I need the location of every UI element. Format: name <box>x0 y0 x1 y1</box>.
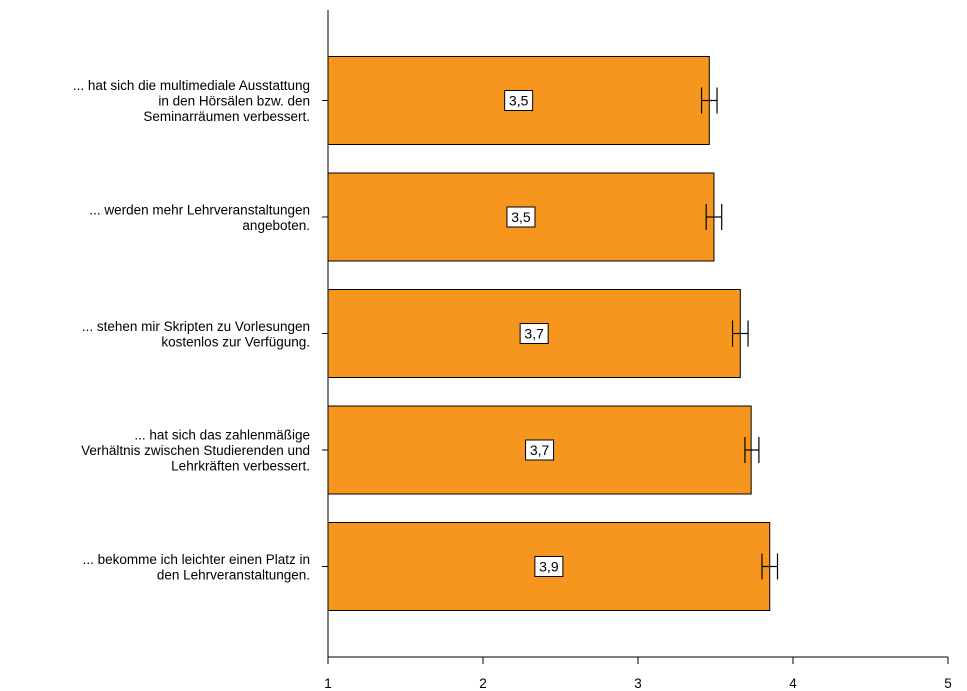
svg-text:3,9: 3,9 <box>539 559 559 575</box>
svg-text:3,7: 3,7 <box>524 326 544 342</box>
bar-group-3: 3,7 <box>327 289 749 378</box>
bar-group-5: 3,9 <box>327 522 779 611</box>
error-bar-2 <box>705 204 723 230</box>
value-label-2: 3,5 <box>506 206 536 228</box>
ticks-layer: 1 2 3 4 5 <box>322 100 952 691</box>
svg-text:3,5: 3,5 <box>511 209 531 225</box>
bars-layer: 3,5 3,5 3,7 3,7 3,9 <box>327 56 779 611</box>
error-bar-1 <box>700 87 718 114</box>
value-label-4: 3,7 <box>525 439 555 461</box>
bar-3 <box>327 289 741 378</box>
svg-text:3,5: 3,5 <box>509 93 529 109</box>
category-label-4: ... hat sich das zahlenmäßige Verhältnis … <box>81 428 310 474</box>
value-label-1: 3,5 <box>504 90 534 111</box>
category-label-3: ... stehen mir Skripten zu Vorlesungen ko… <box>82 319 310 350</box>
error-bar-5 <box>761 553 779 580</box>
bar-group-4: 3,7 <box>327 405 760 495</box>
category-label-5: ... bekomme ich leichter einen Platz in d… <box>83 552 310 583</box>
x-tick-label-3: 3 <box>634 676 642 691</box>
bar-group-2: 3,5 <box>327 172 723 262</box>
x-tick-label-1: 1 <box>324 676 332 691</box>
value-label-5: 3,9 <box>534 556 564 577</box>
error-bar-3 <box>731 320 749 347</box>
x-tick-label-4: 4 <box>789 676 797 691</box>
category-label-2: ... werden mehr Lehrveranstaltungen angeb… <box>89 202 310 233</box>
category-label-1: ... hat sich die multimediale Ausstattun… <box>73 78 310 124</box>
labels-layer: ... hat sich die multimediale Ausstattun… <box>73 78 310 582</box>
error-bar-4 <box>744 437 760 463</box>
value-label-3: 3,7 <box>519 323 549 344</box>
bar-group-1: 3,5 <box>327 56 718 145</box>
x-tick-label-5: 5 <box>944 676 952 691</box>
svg-text:3,7: 3,7 <box>530 442 550 458</box>
x-tick-label-2: 2 <box>479 676 487 691</box>
